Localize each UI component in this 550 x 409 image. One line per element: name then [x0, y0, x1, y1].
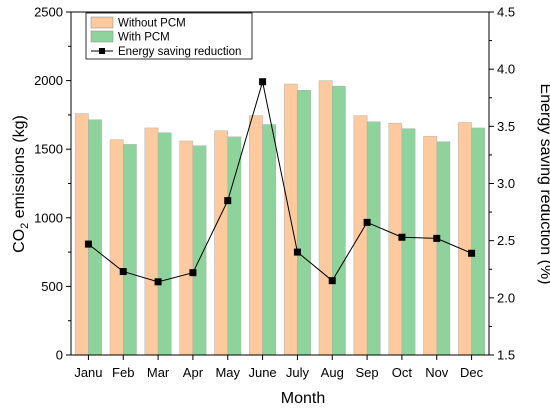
- energy-saving-point-sep: [363, 218, 371, 226]
- energy-saving-point-nov: [433, 234, 441, 242]
- x-tick-label-aug: Aug: [321, 365, 344, 380]
- energy-saving-point-janu: [84, 240, 92, 248]
- bar-without-pcm-sep: [353, 115, 368, 356]
- x-tick-label-nov: Nov: [425, 365, 449, 380]
- bar-with-pcm-aug: [332, 85, 346, 356]
- y-tick-label: 1000: [34, 210, 63, 225]
- x-tick-label-oct: Oct: [392, 365, 413, 380]
- bar-with-pcm-mar: [157, 132, 172, 356]
- bar-without-pcm-may: [214, 130, 228, 356]
- line-layer: [84, 78, 476, 286]
- bar-without-pcm-aug: [318, 80, 333, 356]
- bar-with-pcm-nov: [436, 141, 451, 356]
- energy-saving-point-oct: [398, 233, 406, 241]
- y2-tick-label: 2.5: [497, 233, 515, 248]
- bars-layer: [74, 80, 486, 356]
- x-tick-label-apr: Apr: [183, 365, 204, 380]
- y2-tick-label: 3.0: [497, 176, 515, 191]
- legend-swatch-with-pcm: [90, 30, 114, 43]
- bar-with-pcm-janu: [88, 119, 102, 356]
- energy-saving-point-july: [293, 248, 301, 256]
- x-tick-label-may: May: [215, 365, 240, 380]
- x-tick-label-dec: Dec: [460, 365, 484, 380]
- y2-tick-label: 3.5: [497, 119, 515, 134]
- y-tick-label: 1500: [34, 142, 63, 157]
- y-tick-label: 2000: [34, 73, 63, 88]
- bar-with-pcm-oct: [401, 128, 416, 356]
- y2-tick-label: 1.5: [497, 348, 515, 363]
- energy-saving-line: [88, 81, 472, 283]
- x-tick-label-june: June: [248, 365, 276, 380]
- y-tick-label: 500: [41, 279, 63, 294]
- bar-with-pcm-july: [297, 90, 311, 356]
- x-axis-title: Month: [281, 390, 325, 407]
- bar-with-pcm-may: [227, 136, 242, 356]
- y2-tick-label: 4.5: [497, 5, 515, 20]
- y2-tick-label: 2.0: [497, 290, 515, 305]
- legend: Without PCM With PCM Energy saving reduc…: [85, 12, 253, 60]
- bar-without-pcm-dec: [458, 122, 472, 356]
- energy-saving-point-apr: [189, 269, 197, 277]
- energy-saving-point-aug: [328, 277, 336, 285]
- bar-with-pcm-june: [262, 124, 277, 356]
- bar-with-pcm-sep: [366, 121, 381, 356]
- x-tick-label-feb: Feb: [112, 365, 134, 380]
- bar-without-pcm-janu: [74, 113, 89, 356]
- y2-axis-title: Energy saving reduction (%): [537, 84, 550, 285]
- x-tick-label-sep: Sep: [356, 365, 379, 380]
- y-axis-title-subscript: 2: [19, 223, 31, 229]
- bar-without-pcm-nov: [423, 135, 437, 356]
- y-axis-title: CO2 emissions (kg): [11, 115, 31, 253]
- legend-label-without-pcm: Without PCM: [118, 18, 186, 30]
- bar-with-pcm-dec: [471, 127, 486, 356]
- y-tick-label: 2500: [34, 5, 63, 20]
- energy-saving-point-june: [259, 78, 267, 86]
- energy-saving-point-may: [224, 197, 232, 205]
- energy-saving-point-feb: [119, 268, 127, 276]
- legend-box: [85, 12, 253, 60]
- x-tick-label-janu: Janu: [74, 365, 102, 380]
- energy-saving-point-mar: [154, 278, 162, 286]
- bar-with-pcm-feb: [123, 144, 137, 356]
- y-axis-title-rest: emissions (kg): [11, 115, 28, 223]
- y-tick-label: 0: [56, 348, 63, 363]
- legend-marker-energy-saving: [99, 48, 105, 54]
- energy-saving-point-dec: [468, 249, 476, 257]
- bar-without-pcm-apr: [179, 140, 194, 356]
- bar-without-pcm-mar: [144, 127, 159, 356]
- legend-label-with-pcm: With PCM: [118, 32, 170, 44]
- x-tick-label-mar: Mar: [147, 365, 170, 380]
- bar-without-pcm-june: [249, 115, 263, 356]
- y2-tick-label: 4.0: [497, 62, 515, 77]
- legend-swatch-without-pcm: [90, 16, 114, 29]
- x-tick-label-july: July: [286, 365, 310, 380]
- bar-without-pcm-feb: [109, 139, 124, 356]
- y-axis-title-main: CO: [11, 229, 28, 253]
- legend-label-energy-saving: Energy saving reduction: [118, 46, 241, 58]
